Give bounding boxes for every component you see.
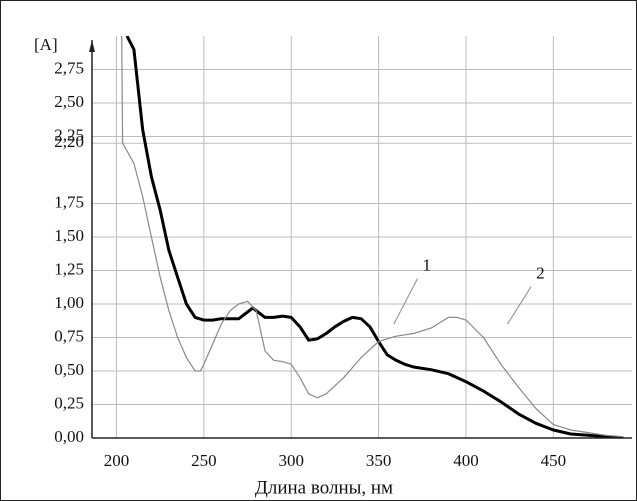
plot-area bbox=[121, 36, 624, 438]
x-tick-label: 350 bbox=[366, 451, 392, 470]
y-tick-label: 2,20 bbox=[54, 132, 84, 151]
y-tick-label: 0,75 bbox=[54, 326, 84, 345]
x-tick-label: 300 bbox=[278, 451, 304, 470]
y-axis-label: [A] bbox=[34, 35, 58, 54]
y-tick-label: 0,00 bbox=[54, 427, 84, 446]
y-tick-label: 0,25 bbox=[54, 393, 84, 412]
y-tick-label: 0,50 bbox=[54, 360, 84, 379]
y-tick-label: 2,75 bbox=[54, 58, 84, 77]
x-tick-label: 200 bbox=[104, 451, 130, 470]
y-axis-arrow bbox=[89, 40, 95, 52]
series-line bbox=[125, 36, 624, 438]
x-tick-label: 250 bbox=[191, 451, 217, 470]
y-tick-label: 2,25 bbox=[54, 125, 84, 144]
x-axis-label: Длина волны, нм bbox=[255, 477, 393, 498]
series-annotation: 2 bbox=[536, 263, 545, 282]
y-tick-label: 1,75 bbox=[54, 192, 84, 211]
series-annotation: 1 bbox=[423, 255, 432, 274]
leader-line bbox=[393, 278, 419, 325]
y-tick-label: 1,50 bbox=[54, 226, 84, 245]
y-tick-label: 1,00 bbox=[54, 293, 84, 312]
y-tick-label: 1,25 bbox=[54, 259, 84, 278]
x-tick-label: 450 bbox=[541, 451, 567, 470]
y-tick-label: 2,50 bbox=[54, 92, 84, 111]
leader-line bbox=[506, 286, 532, 325]
x-tick-label: 400 bbox=[453, 451, 479, 470]
series-line bbox=[121, 36, 624, 438]
